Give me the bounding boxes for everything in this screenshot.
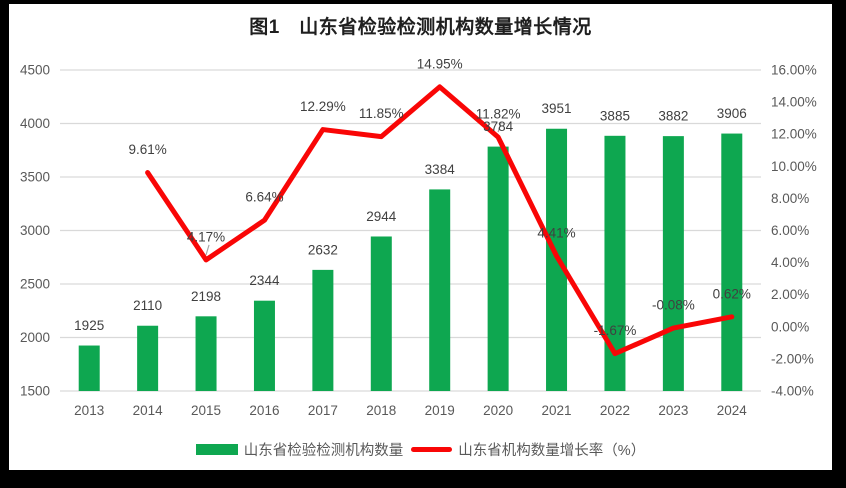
chart-legend: 山东省检验检测机构数量 山东省机构数量增长率（%） (9, 439, 832, 460)
left-axis-tick: 4500 (20, 63, 50, 78)
growth-rate-label: 0.62% (713, 286, 751, 301)
right-axis-tick: 4.00% (771, 255, 809, 270)
right-axis-tick: 16.00% (771, 63, 817, 78)
bar-value-label: 3384 (425, 162, 456, 177)
growth-rate-label: 11.82% (476, 107, 521, 122)
bar-value-label: 2198 (191, 289, 221, 304)
growth-rate-label: 9.61% (128, 142, 166, 157)
right-axis-tick: 14.00% (771, 95, 817, 110)
bar-value-label: 3906 (717, 106, 747, 121)
bar-value-label: 3885 (600, 108, 630, 123)
bar-value-label: 1925 (74, 318, 104, 333)
bar-2022 (604, 135, 626, 391)
right-axis-tick: 0.00% (771, 319, 809, 334)
label-leader-line (497, 121, 502, 133)
bar-value-label: 3951 (542, 101, 572, 116)
bar-value-label: 2944 (366, 209, 397, 224)
right-axis-tick: -2.00% (771, 351, 814, 366)
x-axis-label: 2014 (133, 403, 164, 418)
x-axis-label: 2020 (483, 403, 513, 418)
left-axis-tick: 1500 (20, 384, 50, 399)
bar-2016 (253, 300, 275, 391)
x-axis-label: 2022 (600, 403, 630, 418)
growth-rate-label: 11.85% (359, 106, 404, 121)
bar-2024 (721, 133, 743, 392)
bar-value-label: 3882 (658, 109, 688, 124)
growth-rate-label: -1.67% (594, 323, 637, 338)
left-axis-tick: 3000 (20, 223, 50, 238)
bar-2023 (662, 136, 684, 391)
growth-rate-label: 14.95% (417, 56, 463, 71)
growth-rate-label: 6.64% (245, 190, 283, 205)
left-axis-tick: 3500 (20, 170, 50, 185)
bar-2019 (429, 189, 451, 391)
chart-title: 图1 山东省检验检测机构数量增长情况 (249, 17, 592, 38)
growth-rate-label: 4.17% (187, 229, 225, 244)
x-axis-label: 2019 (425, 403, 455, 418)
x-axis-label: 2024 (717, 403, 748, 418)
growth-rate-label: 4.41% (537, 226, 575, 241)
legend-item-line: 山东省机构数量增长率（%） (411, 439, 645, 460)
bar-value-label: 2344 (249, 273, 280, 288)
right-axis-tick: 10.00% (771, 159, 817, 174)
left-axis-tick: 4000 (20, 116, 50, 131)
legend-label-bars: 山东省检验检测机构数量 (243, 443, 404, 459)
bar-2018 (370, 236, 392, 391)
x-axis-label: 2016 (249, 403, 279, 418)
right-axis-tick: 12.00% (771, 127, 817, 142)
legend-label-line: 山东省机构数量增长率（%） (458, 443, 646, 459)
x-axis-label: 2023 (658, 403, 688, 418)
bar-2013 (78, 345, 100, 391)
bar-value-label: 2110 (133, 298, 162, 313)
bar-value-label: 3784 (483, 119, 514, 134)
bar-2014 (137, 325, 159, 391)
legend-item-bars: 山东省检验检测机构数量 (195, 439, 404, 460)
growth-rate-line (145, 84, 735, 357)
right-axis-tick: 8.00% (771, 191, 809, 206)
x-axis-label: 2015 (191, 403, 221, 418)
bar-2017 (312, 269, 334, 391)
growth-rate-label: -0.08% (652, 298, 695, 313)
bar-2015 (195, 316, 217, 391)
bar-series-swatch (195, 444, 238, 455)
x-axis-label: 2017 (308, 403, 338, 418)
left-axis-tick: 2500 (20, 277, 50, 292)
right-axis-tick: 6.00% (771, 223, 809, 238)
line-series-swatch (411, 447, 453, 452)
chart-panel (9, 4, 832, 470)
bar-2020 (487, 146, 509, 391)
bar-value-label: 2632 (308, 242, 338, 257)
label-leader-line (205, 244, 210, 256)
growth-rate-label: 12.29% (300, 99, 346, 114)
right-axis-tick: -4.00% (771, 384, 814, 399)
x-axis-label: 2018 (366, 403, 396, 418)
x-axis-label: 2013 (74, 403, 104, 418)
right-axis-tick: 2.00% (771, 287, 809, 302)
x-axis-label: 2021 (542, 403, 572, 418)
left-axis-tick: 2000 (20, 330, 50, 345)
